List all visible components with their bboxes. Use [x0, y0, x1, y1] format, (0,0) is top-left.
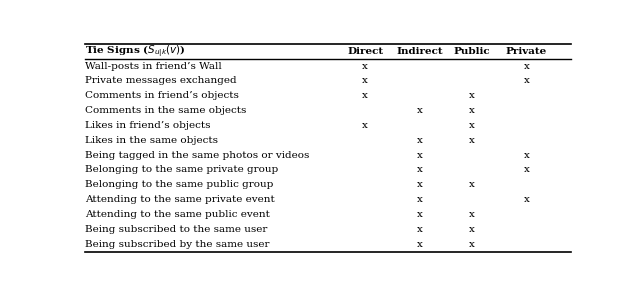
- Text: Indirect: Indirect: [396, 47, 443, 56]
- Text: x: x: [417, 195, 422, 204]
- Text: x: x: [417, 210, 422, 219]
- Text: Belonging to the same private group: Belonging to the same private group: [85, 166, 278, 174]
- Text: x: x: [362, 76, 368, 85]
- Text: Public: Public: [454, 47, 490, 56]
- Text: x: x: [417, 180, 422, 189]
- Text: Attending to the same private event: Attending to the same private event: [85, 195, 275, 204]
- Text: Comments in friend’s objects: Comments in friend’s objects: [85, 91, 239, 100]
- Text: x: x: [524, 166, 529, 174]
- Text: Comments in the same objects: Comments in the same objects: [85, 106, 246, 115]
- Text: x: x: [362, 62, 368, 71]
- Text: x: x: [524, 195, 529, 204]
- Text: Private: Private: [506, 47, 547, 56]
- Text: x: x: [417, 166, 422, 174]
- Text: Wall-posts in friend’s Wall: Wall-posts in friend’s Wall: [85, 62, 221, 71]
- Text: x: x: [417, 136, 422, 145]
- Text: x: x: [469, 121, 475, 130]
- Text: Likes in the same objects: Likes in the same objects: [85, 136, 218, 145]
- Text: x: x: [469, 240, 475, 249]
- Text: Attending to the same public event: Attending to the same public event: [85, 210, 270, 219]
- Text: x: x: [469, 225, 475, 234]
- Text: Likes in friend’s objects: Likes in friend’s objects: [85, 121, 211, 130]
- Text: x: x: [524, 62, 529, 71]
- Text: x: x: [469, 136, 475, 145]
- Text: Being tagged in the same photos or videos: Being tagged in the same photos or video…: [85, 151, 309, 160]
- Text: x: x: [524, 76, 529, 85]
- Text: Belonging to the same public group: Belonging to the same public group: [85, 180, 273, 189]
- Text: x: x: [362, 121, 368, 130]
- Text: x: x: [469, 91, 475, 100]
- Text: Being subscribed by the same user: Being subscribed by the same user: [85, 240, 269, 249]
- Text: Private messages exchanged: Private messages exchanged: [85, 76, 237, 85]
- Text: x: x: [417, 151, 422, 160]
- Text: Direct: Direct: [347, 47, 383, 56]
- Text: Tie Signs ($S_{u|k}(v)$): Tie Signs ($S_{u|k}(v)$): [85, 43, 186, 59]
- Text: x: x: [469, 180, 475, 189]
- Text: Being subscribed to the same user: Being subscribed to the same user: [85, 225, 268, 234]
- Text: x: x: [417, 240, 422, 249]
- Text: x: x: [469, 210, 475, 219]
- Text: x: x: [469, 106, 475, 115]
- Text: x: x: [417, 225, 422, 234]
- Text: x: x: [524, 151, 529, 160]
- Text: x: x: [362, 91, 368, 100]
- Text: x: x: [417, 106, 422, 115]
